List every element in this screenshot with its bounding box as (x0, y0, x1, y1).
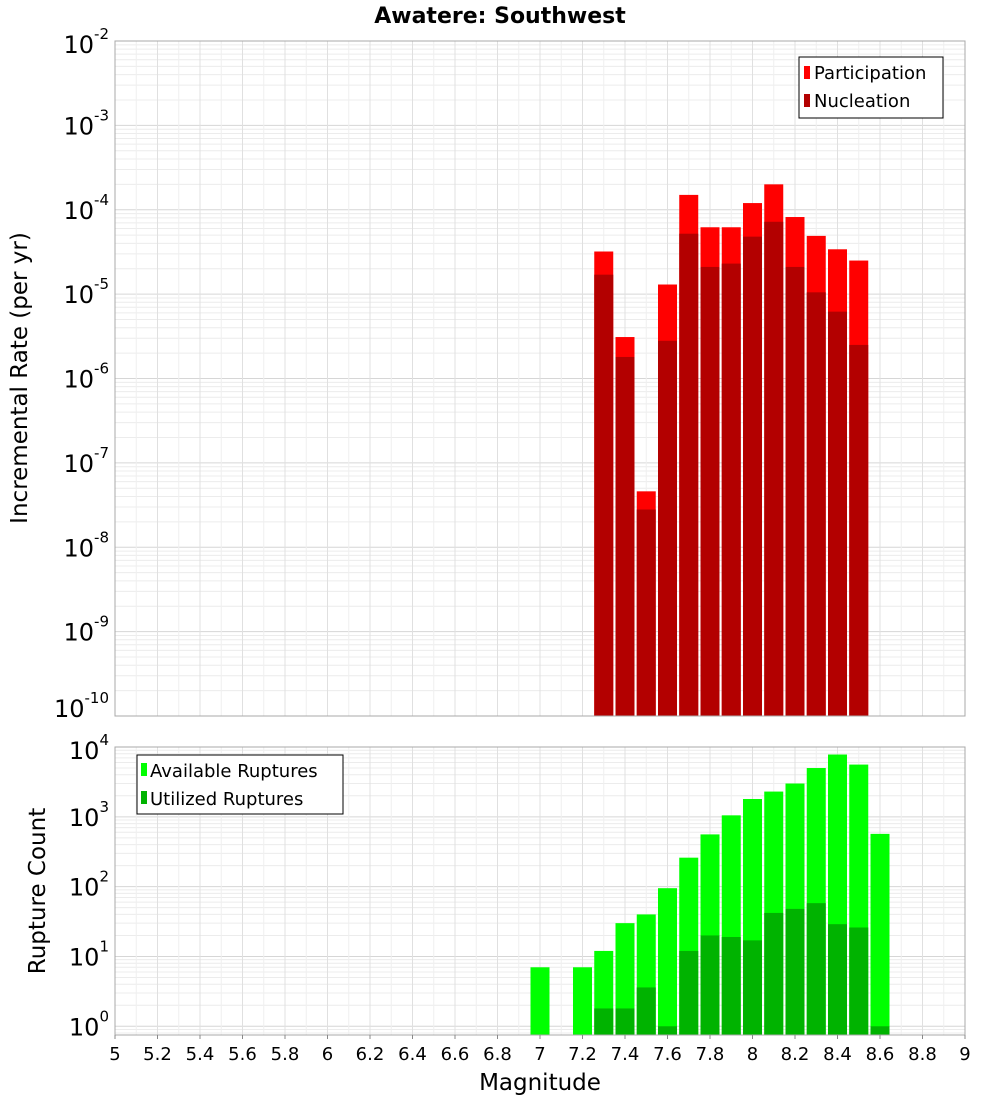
bar-nucleation-7.3 (594, 274, 614, 716)
bar-nucleation-8.4 (828, 311, 847, 716)
legend-swatch-utilized (141, 791, 147, 804)
x-tick-label: 7.6 (653, 1044, 682, 1065)
x-axis-label: Magnitude (479, 1070, 601, 1096)
x-tick-label: 9 (959, 1044, 970, 1065)
bar-utilized-ruptures-7.4 (615, 1008, 635, 1035)
legend-label-available: Available Ruptures (150, 761, 318, 782)
bar-available-ruptures-7 (530, 967, 550, 1035)
top-bars (594, 184, 869, 717)
bar-nucleation-7.9 (721, 263, 741, 716)
top-legend-box (798, 56, 944, 119)
bar-utilized-ruptures-8.3 (806, 903, 826, 1035)
top-y-tick-label: 10-10 (54, 689, 109, 723)
legend-label-participation: Participation (814, 63, 926, 84)
bar-nucleation-8.5 (849, 344, 869, 716)
rupture-count-panel: 100 101 102 103 104 5 5.2 5.4 5.6 5.8 6 6.2 6.4 6.6 6… (25, 731, 971, 1096)
bar-nucleation-7.5 (636, 509, 656, 716)
top-plot-frame (114, 40, 966, 717)
bar-available-ruptures-7.4 (615, 923, 635, 1035)
bar-nucleation-7.8 (700, 266, 720, 716)
legend-swatch-nucleation (804, 94, 810, 107)
bottom-y-tick-label: 104 (69, 731, 109, 765)
legend-swatch-participation (804, 66, 810, 79)
bar-utilized-ruptures-7.6 (658, 1026, 677, 1035)
x-tick-label: 8.8 (908, 1044, 937, 1065)
bar-nucleation-7.6 (658, 340, 677, 716)
bar-nucleation-7.7 (679, 233, 699, 716)
x-tick-label: 8.4 (823, 1044, 852, 1065)
bottom-bars (530, 754, 890, 1035)
bar-utilized-ruptures-7.9 (721, 936, 741, 1035)
legend-label-nucleation: Nucleation (814, 91, 910, 112)
chart-title: Awatere: Southwest (374, 4, 626, 29)
bar-nucleation-8.3 (806, 292, 826, 716)
bar-utilized-ruptures-8.1 (764, 912, 784, 1035)
bar-utilized-ruptures-7.3 (594, 1008, 614, 1035)
x-tick-label: 8.2 (781, 1044, 810, 1065)
x-tick-label: 7.8 (696, 1044, 725, 1065)
bar-nucleation-8.1 (764, 221, 784, 716)
bar-utilized-ruptures-7.5 (636, 987, 656, 1035)
bottom-y-tick-label: 101 (69, 937, 109, 971)
x-tick-label: 6.6 (441, 1044, 470, 1065)
legend-swatch-available (141, 763, 147, 776)
x-tick-label: 5.6 (228, 1044, 257, 1065)
top-y-tick-label: 10-9 (63, 613, 109, 647)
x-tick-label: 6 (322, 1044, 333, 1065)
bar-utilized-ruptures-7.8 (700, 935, 720, 1035)
x-tick-label: 8.6 (866, 1044, 895, 1065)
bar-nucleation-8.2 (785, 266, 805, 716)
top-y-tick-label: 10-4 (63, 191, 109, 225)
bar-utilized-ruptures-7.7 (679, 950, 699, 1035)
top-y-tick-label: 10-7 (63, 444, 109, 478)
bar-nucleation-8 (743, 236, 762, 716)
x-tick-label: 5.2 (143, 1044, 172, 1065)
x-tick-label: 7.2 (568, 1044, 597, 1065)
bottom-y-tick-label: 100 (69, 1007, 109, 1041)
x-tick-label: 8 (747, 1044, 758, 1065)
bar-available-ruptures-7.6 (658, 888, 677, 1035)
x-ticks: 5 5.2 5.4 5.6 5.8 6 6.2 6.4 6.6 6.8 7 7.2 7.4 7.6 7.8 8… (109, 1035, 971, 1065)
top-y-tick-label: 10-6 (63, 360, 109, 394)
bottom-legend: Available Ruptures Utilized Ruptures (136, 754, 344, 815)
bar-available-ruptures-7.2 (573, 967, 592, 1035)
bottom-y-tick-label: 103 (69, 798, 109, 832)
bar-utilized-ruptures-8.6 (870, 1026, 890, 1035)
x-tick-label: 6.8 (483, 1044, 512, 1065)
bar-utilized-ruptures-8.4 (828, 924, 847, 1035)
bar-nucleation-7.4 (615, 356, 635, 716)
x-tick-label: 7 (534, 1044, 545, 1065)
top-y-tick-label: 10-5 (63, 275, 109, 309)
x-tick-label: 6.2 (356, 1044, 385, 1065)
bar-utilized-ruptures-8.5 (849, 927, 869, 1035)
legend-label-utilized: Utilized Ruptures (150, 789, 303, 810)
bottom-y-axis-label: Rupture Count (25, 808, 51, 974)
top-y-axis-label: Incremental Rate (per yr) (7, 232, 33, 524)
bar-available-ruptures-8.6 (870, 833, 890, 1035)
participation-panel: 10-10 10-9 10-8 10-7 10-6 10-5 10-4 10-3 10-2 In… (7, 25, 966, 723)
x-tick-label: 7.4 (611, 1044, 640, 1065)
top-legend: Participation Nucleation (798, 56, 944, 119)
x-tick-label: 5 (109, 1044, 120, 1065)
top-y-tick-label: 10-8 (63, 528, 109, 562)
bar-utilized-ruptures-8.2 (785, 908, 805, 1035)
bottom-y-tick-label: 102 (69, 868, 109, 902)
x-tick-label: 5.4 (186, 1044, 215, 1065)
top-y-tick-label: 10-3 (63, 106, 109, 140)
x-tick-label: 5.8 (271, 1044, 300, 1065)
x-tick-label: 6.4 (398, 1044, 427, 1065)
top-y-ticks: 10-10 10-9 10-8 10-7 10-6 10-5 10-4 10-3 10-2 (54, 25, 109, 723)
bottom-y-ticks: 100 101 102 103 104 (69, 731, 109, 1041)
bottom-legend-box (136, 754, 344, 815)
top-y-tick-label: 10-2 (63, 25, 109, 59)
bar-utilized-ruptures-8 (743, 940, 762, 1035)
